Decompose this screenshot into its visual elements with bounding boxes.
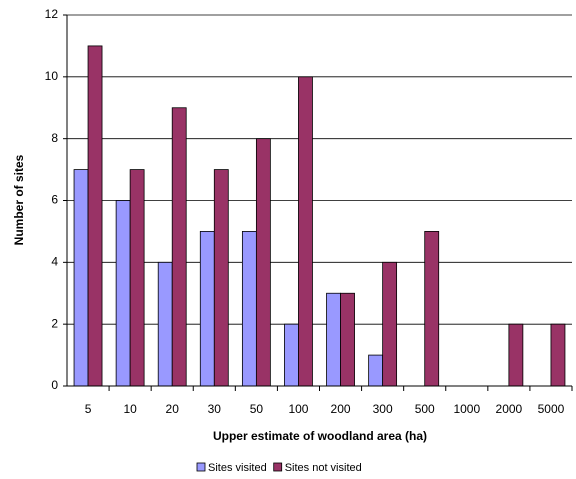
y-axis-title: Number of sites bbox=[12, 154, 26, 245]
x-tick-label: 10 bbox=[123, 402, 137, 416]
bar bbox=[241, 231, 257, 387]
x-tick-label: 5000 bbox=[538, 402, 565, 416]
bar bbox=[550, 323, 566, 387]
legend-swatch bbox=[196, 462, 206, 472]
bar bbox=[284, 323, 299, 387]
x-tick-label: 1000 bbox=[453, 402, 480, 416]
x-axis-title: Upper estimate of woodland area (ha) bbox=[213, 429, 427, 443]
y-tick-label: 12 bbox=[45, 7, 59, 21]
y-tick-label: 8 bbox=[51, 131, 58, 145]
bar bbox=[115, 200, 131, 387]
bar bbox=[340, 292, 355, 387]
x-tick-label: 30 bbox=[208, 402, 222, 416]
bar bbox=[73, 169, 89, 387]
y-tick-label: 10 bbox=[45, 69, 59, 83]
bar bbox=[298, 76, 313, 387]
legend-label: Sites not visited bbox=[285, 462, 362, 474]
bar bbox=[157, 261, 173, 387]
x-tick-label: 500 bbox=[415, 402, 435, 416]
y-tick-label: 6 bbox=[51, 193, 58, 207]
x-tick-label: 50 bbox=[250, 402, 264, 416]
bar bbox=[382, 261, 398, 387]
bar bbox=[508, 323, 524, 387]
y-tick-label: 2 bbox=[51, 316, 58, 330]
bar bbox=[424, 231, 440, 387]
x-tick-label: 200 bbox=[331, 402, 351, 416]
x-tick-label: 5 bbox=[85, 402, 92, 416]
bar bbox=[87, 45, 103, 387]
legend-swatch bbox=[273, 462, 283, 472]
legend-label: Sites visited bbox=[208, 462, 267, 474]
bar bbox=[326, 292, 341, 387]
y-tick-label: 0 bbox=[51, 378, 58, 392]
x-tick-label: 100 bbox=[288, 402, 308, 416]
bar bbox=[199, 231, 215, 387]
bar bbox=[368, 354, 384, 387]
bar bbox=[255, 138, 271, 387]
bar bbox=[213, 169, 229, 387]
x-tick-label: 300 bbox=[373, 402, 393, 416]
y-tick-label: 4 bbox=[51, 255, 58, 269]
x-tick-label: 20 bbox=[166, 402, 180, 416]
bar bbox=[129, 169, 145, 387]
x-tick-label: 2000 bbox=[496, 402, 523, 416]
bar bbox=[171, 107, 187, 387]
